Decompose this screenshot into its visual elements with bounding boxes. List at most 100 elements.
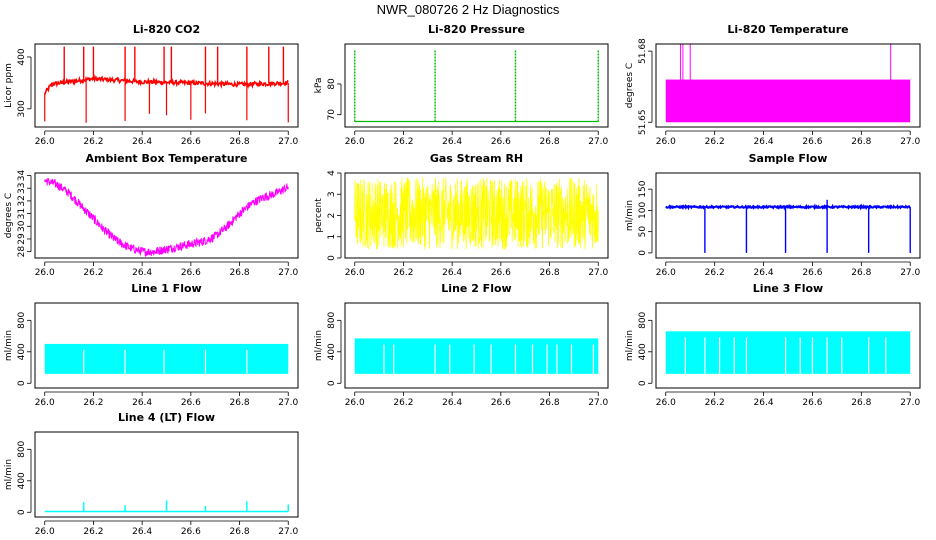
- plot-area: [354, 338, 599, 374]
- y-tick-label: 50: [638, 226, 648, 238]
- x-tick-label: 26.0: [35, 268, 55, 278]
- x-tick-label: 26.0: [656, 137, 676, 147]
- y-tick-label: 400: [17, 472, 27, 489]
- x-tick-label: 26.4: [132, 527, 152, 537]
- plot-frame: [34, 431, 299, 518]
- y-axis-label: ml/min: [4, 459, 14, 490]
- chart-title: Sample Flow: [749, 152, 828, 165]
- y-tick-label: 400: [327, 343, 337, 360]
- series-line: [354, 177, 599, 250]
- x-tick-label: 26.2: [83, 398, 103, 408]
- x-tick-label: 26.6: [802, 268, 822, 278]
- y-tick-label: 3: [327, 191, 337, 197]
- x-tick-label: 26.2: [393, 137, 413, 147]
- y-axis-label: kPa: [314, 78, 324, 94]
- x-tick-label: 26.4: [442, 268, 462, 278]
- y-tick-label: 150: [638, 180, 648, 197]
- series-band: [354, 338, 599, 374]
- y-tick-label: 32: [17, 195, 27, 206]
- y-tick-label: 300: [17, 100, 27, 117]
- y-tick-label: 28: [17, 246, 27, 258]
- plot-area: [354, 177, 599, 250]
- x-tick-label: 26.2: [705, 268, 725, 278]
- x-tick-label: 26.8: [230, 268, 250, 278]
- x-tick-label: 26.2: [393, 268, 413, 278]
- x-tick-label: 26.2: [705, 398, 725, 408]
- y-axis-label: degrees C: [4, 193, 14, 238]
- chart-pressure: Li-820 Pressure kPa 26.0 26.2 26.4 26.6 26.8 27…: [314, 23, 609, 147]
- y-tick-label: 400: [638, 343, 648, 360]
- plot-frame: [34, 43, 299, 128]
- chart-sample: Sample Flow ml/min 26.0 26.2 26.4 26.6 26.8 27.…: [625, 152, 921, 278]
- x-tick-label: 26.0: [345, 137, 365, 147]
- x-tick-label: 26.0: [656, 398, 676, 408]
- y-tick-label: 31: [17, 208, 27, 219]
- x-tick-label: 26.6: [181, 268, 201, 278]
- y-tick-label: 0: [327, 255, 337, 261]
- x-tick-label: 26.2: [393, 398, 413, 408]
- series-band: [44, 343, 289, 374]
- x-tick-label: 26.4: [754, 268, 774, 278]
- x-tick-label: 26.6: [181, 527, 201, 537]
- x-tick-label: 26.8: [540, 398, 560, 408]
- x-tick-label: 26.6: [491, 398, 511, 408]
- series-line: [44, 73, 289, 95]
- y-tick-label: 30: [17, 220, 27, 232]
- x-tick-label: 26.6: [802, 398, 822, 408]
- x-tick-label: 27.0: [588, 268, 608, 278]
- chart-rh: Gas Stream RH percent 26.0 26.2 26.4 26.6 26.8…: [314, 152, 609, 278]
- y-tick-label: 4: [327, 170, 337, 176]
- y-tick-label: 70: [327, 109, 337, 121]
- plot-frame: [34, 302, 299, 389]
- x-tick-label: 26.4: [442, 137, 462, 147]
- x-tick-label: 26.8: [230, 398, 250, 408]
- chart-title: Line 4 (LT) Flow: [118, 411, 215, 424]
- y-tick-label: 400: [17, 343, 27, 360]
- x-tick-label: 26.0: [35, 398, 55, 408]
- plot-frame: [344, 43, 609, 128]
- plot-frame: [344, 172, 609, 259]
- chart-title: Li-820 CO2: [133, 23, 200, 36]
- chart-temperature: Li-820 Temperature degrees C 26.0 26.2 26.4 2…: [625, 23, 921, 147]
- x-tick-label: 26.4: [442, 398, 462, 408]
- y-tick-label: 400: [17, 48, 27, 65]
- x-tick-label: 26.2: [83, 527, 103, 537]
- chart-ambient: Ambient Box Temperature degrees C 26.0 26.2…: [4, 152, 299, 278]
- y-axis-label: Licor ppm: [4, 63, 14, 108]
- y-tick-label: 0: [327, 380, 337, 386]
- y-tick-label: 34: [17, 170, 27, 182]
- x-tick-label: 26.8: [540, 268, 560, 278]
- plot-area: [44, 178, 289, 257]
- x-tick-label: 26.6: [491, 137, 511, 147]
- plot-area: [665, 44, 911, 123]
- y-tick-label: 29: [17, 233, 27, 245]
- chart-title: Line 2 Flow: [441, 282, 511, 295]
- plot-frame: [34, 172, 299, 259]
- x-tick-label: 26.8: [851, 268, 871, 278]
- y-axis-label: ml/min: [4, 330, 14, 361]
- y-tick-label: 0: [638, 250, 648, 256]
- plot-area: [665, 331, 911, 374]
- y-tick-label: 100: [638, 202, 648, 219]
- y-tick-label: 51.65: [638, 109, 648, 135]
- x-tick-label: 27.0: [278, 268, 298, 278]
- series-line: [665, 203, 911, 211]
- x-tick-label: 27.0: [278, 527, 298, 537]
- x-tick-label: 26.4: [754, 137, 774, 147]
- chart-title: Gas Stream RH: [430, 152, 523, 165]
- y-tick-label: 800: [327, 311, 337, 328]
- x-tick-label: 26.8: [851, 137, 871, 147]
- y-axis-label: percent: [314, 198, 324, 233]
- x-tick-label: 26.0: [35, 137, 55, 147]
- chart-line1: Line 1 Flow ml/min 26.0 26.2 26.4 26.6 26.8 27.…: [4, 282, 299, 408]
- x-tick-label: 27.0: [588, 137, 608, 147]
- chart-title: Line 1 Flow: [131, 282, 201, 295]
- plot-area: [44, 46, 289, 123]
- chart-title: Li-820 Pressure: [428, 23, 525, 36]
- plot-area: [44, 500, 290, 513]
- x-tick-label: 26.2: [705, 137, 725, 147]
- x-tick-label: 26.0: [656, 268, 676, 278]
- chart-line4: Line 4 (LT) Flow ml/min 26.0 26.2 26.4 26.6 26…: [4, 411, 299, 537]
- x-tick-label: 26.0: [345, 268, 365, 278]
